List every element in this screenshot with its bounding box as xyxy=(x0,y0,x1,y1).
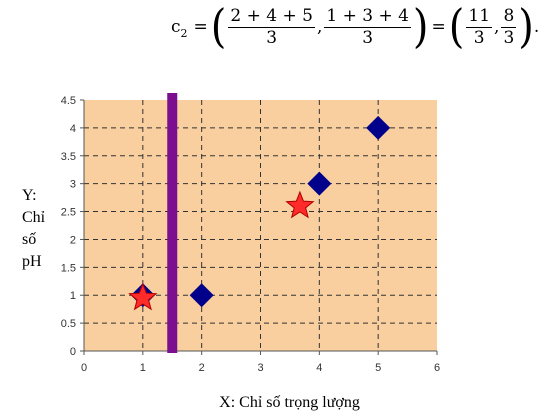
formula-period: . xyxy=(533,17,540,37)
fraction-denominator: 3 xyxy=(473,28,485,48)
result-fraction-x: 11 3 xyxy=(466,6,493,48)
y-axis-label-line: Chỉ xyxy=(22,209,46,226)
formula-comma: , xyxy=(494,17,500,37)
x-tick-label: 5 xyxy=(375,362,381,374)
y-axis-label: Y: Chỉ số pH xyxy=(22,185,67,273)
y-tick-label: 2.5 xyxy=(61,207,76,219)
fraction-denominator: 3 xyxy=(362,28,374,48)
fraction-numerator: 8 xyxy=(501,6,517,28)
x-tick-label: 2 xyxy=(199,362,205,374)
y-axis-label-line: Y: xyxy=(22,187,37,204)
y-tick-label: 2 xyxy=(70,234,76,246)
formula-fraction-y: 1 + 3 + 4 3 xyxy=(324,6,411,48)
y-tick-label: 3.5 xyxy=(61,151,76,163)
data-point-diamond xyxy=(366,115,391,140)
fraction-numerator: 11 xyxy=(466,6,493,28)
formula-comma: , xyxy=(316,17,323,37)
y-tick-label: 0.5 xyxy=(61,318,76,330)
fraction-numerator: 2 + 4 + 5 xyxy=(228,6,315,28)
x-tick-label: 4 xyxy=(316,362,322,374)
y-tick-label: 4 xyxy=(70,123,76,135)
fraction-numerator: 1 + 3 + 4 xyxy=(324,6,411,28)
y-tick-label: 3 xyxy=(70,179,76,191)
centroid-star xyxy=(128,282,158,311)
centroid-star xyxy=(285,190,315,219)
y-axis-label-line: số xyxy=(22,231,37,248)
x-tick-label: 3 xyxy=(257,362,263,374)
y-axis-label-line: pH xyxy=(22,253,42,270)
centroid-formula: c2 = ( 2 + 4 + 5 3 , 1 + 3 + 4 3 ) = ( 1… xyxy=(168,0,540,54)
data-point-diamond xyxy=(307,171,332,196)
result-fraction-y: 8 3 xyxy=(501,6,517,48)
y-tick-label: 1 xyxy=(70,290,76,302)
fraction-denominator: 3 xyxy=(266,28,278,48)
y-tick-label: 1.5 xyxy=(61,262,76,274)
formula-fraction-x: 2 + 4 + 5 3 xyxy=(228,6,315,48)
y-tick-label: 4.5 xyxy=(61,95,76,107)
formula-paren-open: ( xyxy=(448,0,465,54)
data-point-diamond xyxy=(189,283,214,308)
cluster-divider-line xyxy=(167,93,178,353)
formula-lhs: c2 xyxy=(171,17,188,40)
y-tick-label: 0 xyxy=(70,346,76,358)
formula-paren-close: ) xyxy=(518,0,534,54)
formula-equals: = xyxy=(431,17,446,37)
x-axis-label: X: Chỉ số trọng lượng xyxy=(219,394,360,411)
formula-paren-close: ) xyxy=(412,0,429,54)
x-tick-label: 1 xyxy=(140,362,146,374)
fraction-denominator: 3 xyxy=(503,28,515,48)
x-tick-label: 6 xyxy=(434,362,440,374)
formula-equals: = xyxy=(193,17,208,37)
formula-paren-open: ( xyxy=(210,0,227,54)
x-tick-label: 0 xyxy=(81,362,87,374)
